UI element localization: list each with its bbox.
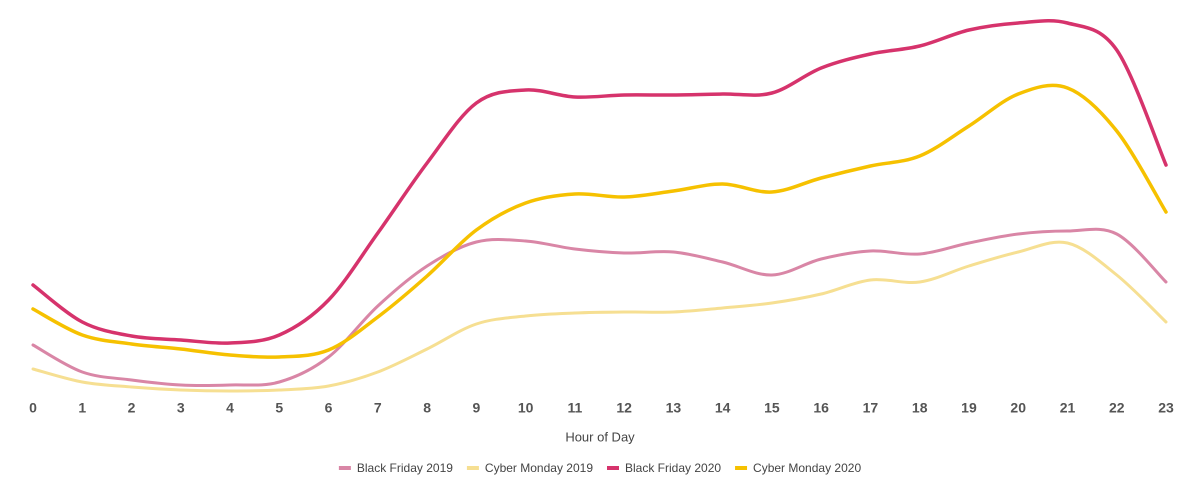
series-line <box>31 227 1168 387</box>
x-tick-label: 19 <box>961 400 977 416</box>
legend-label: Black Friday 2019 <box>357 461 453 475</box>
x-tick-label: 13 <box>666 400 682 416</box>
x-tick-label: 22 <box>1109 400 1125 416</box>
x-tick-label: 5 <box>275 400 283 416</box>
x-tick-label: 6 <box>325 400 333 416</box>
x-tick-label: 8 <box>423 400 431 416</box>
series-line <box>31 83 1168 359</box>
x-tick-label: 7 <box>374 400 382 416</box>
legend: Black Friday 2019 Cyber Monday 2019 Black … <box>338 461 861 475</box>
legend-item: Black Friday 2020 <box>607 461 721 475</box>
legend-item: Cyber Monday 2019 <box>466 461 593 475</box>
x-tick-label: 3 <box>177 400 185 416</box>
x-tick-label: 21 <box>1060 400 1076 416</box>
series-line <box>31 18 1168 345</box>
x-tick-label: 4 <box>226 400 234 416</box>
legend-item: Cyber Monday 2020 <box>735 461 861 475</box>
series-line <box>31 240 1168 393</box>
legend-label: Cyber Monday 2019 <box>485 461 593 475</box>
x-tick-label: 10 <box>518 400 534 416</box>
x-tick-label: 16 <box>813 400 829 416</box>
x-tick-label: 14 <box>715 400 731 416</box>
x-tick-label: 1 <box>78 400 86 416</box>
x-tick-label: 11 <box>567 400 582 416</box>
legend-label: Black Friday 2020 <box>625 461 721 475</box>
x-tick-label: 12 <box>616 400 632 416</box>
legend-label: Cyber Monday 2020 <box>753 461 861 475</box>
x-tick-label: 23 <box>1158 400 1174 416</box>
legend-item: Black Friday 2019 <box>338 461 453 475</box>
x-tick-label: 15 <box>764 400 780 416</box>
x-tick-label: 2 <box>128 400 136 416</box>
x-tick-label: 18 <box>912 400 928 416</box>
x-tick-label: 0 <box>29 400 37 416</box>
x-tick-label: 17 <box>863 400 879 416</box>
x-axis-label: Hour of Day <box>565 429 635 444</box>
x-tick-label: 9 <box>472 400 480 416</box>
x-tick-label: 20 <box>1010 400 1026 416</box>
